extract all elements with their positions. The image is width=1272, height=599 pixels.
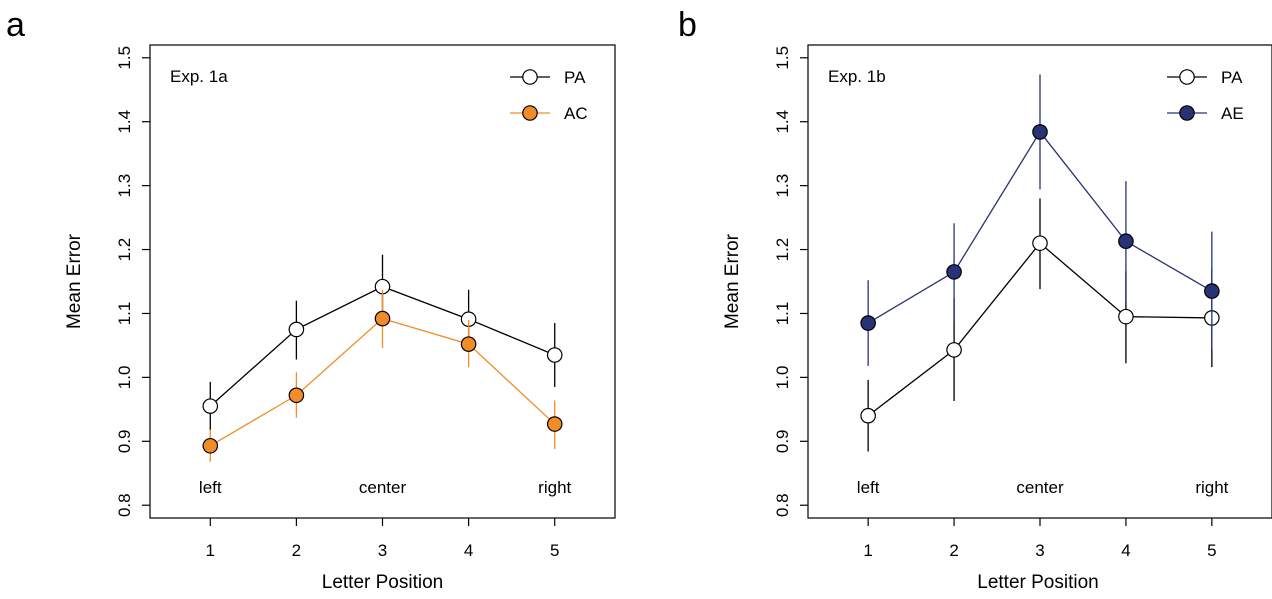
y-tick-label: 1.4 bbox=[115, 110, 134, 134]
data-point bbox=[1118, 233, 1134, 250]
data-point bbox=[374, 310, 391, 327]
position-label: right bbox=[538, 478, 571, 497]
legend-marker bbox=[1179, 105, 1195, 121]
data-point bbox=[546, 416, 563, 432]
data-point bbox=[1032, 124, 1048, 140]
legend-label: PA bbox=[1221, 68, 1243, 87]
x-tick-label: 2 bbox=[292, 541, 301, 560]
y-tick-label: 0.9 bbox=[773, 429, 792, 453]
data-point bbox=[288, 387, 305, 404]
position-label: center bbox=[359, 478, 407, 497]
data-point bbox=[946, 264, 962, 280]
chart-panel-a: a 0.8 0.9 1.0 1.1 1.2 1.3 1.4 1.5 1 2 3 4 5 Letter Pos… bbox=[6, 6, 616, 593]
data-point bbox=[202, 398, 219, 414]
y-tick-label: 1.2 bbox=[115, 238, 134, 262]
data-point bbox=[202, 437, 219, 454]
position-label: left bbox=[857, 478, 880, 497]
position-label: right bbox=[1195, 478, 1228, 497]
legend-label: PA bbox=[564, 68, 586, 87]
legend-marker bbox=[522, 69, 538, 85]
x-tick-label: 1 bbox=[206, 541, 215, 560]
y-tick-label: 1.1 bbox=[115, 302, 134, 326]
panel-title: Exp. 1a bbox=[170, 67, 228, 86]
y-tick-label: 1.3 bbox=[115, 174, 134, 198]
data-point bbox=[1204, 283, 1220, 299]
y-tick-label: 1.2 bbox=[773, 238, 792, 262]
x-tick-label: 4 bbox=[464, 541, 473, 560]
x-tick-label: 3 bbox=[378, 541, 387, 560]
y-tick-label: 1.5 bbox=[115, 46, 134, 70]
y-tick-label: 0.8 bbox=[115, 493, 134, 517]
series-AE bbox=[860, 74, 1220, 366]
y-tick-label: 1.4 bbox=[773, 110, 792, 134]
legend-marker bbox=[1179, 69, 1195, 85]
panel-letter: b bbox=[678, 6, 697, 44]
x-tick-label: 2 bbox=[949, 541, 958, 560]
data-point bbox=[860, 407, 876, 424]
x-tick-label: 1 bbox=[863, 541, 872, 560]
x-tick-label: 5 bbox=[550, 541, 559, 560]
data-point bbox=[1118, 308, 1134, 325]
legend-marker bbox=[522, 105, 538, 121]
y-axis-label: Mean Error bbox=[64, 233, 85, 329]
data-point bbox=[288, 321, 305, 338]
position-label: left bbox=[199, 478, 222, 497]
y-axis-label: Mean Error bbox=[722, 233, 743, 329]
y-tick-label: 0.9 bbox=[115, 429, 134, 453]
y-tick-label: 1.0 bbox=[115, 366, 134, 390]
y-tick-label: 1.5 bbox=[773, 46, 792, 70]
y-tick-label: 1.3 bbox=[773, 174, 792, 198]
series-AC bbox=[202, 289, 563, 462]
x-axis-label: Letter Position bbox=[322, 572, 443, 593]
x-tick-label: 5 bbox=[1207, 541, 1216, 560]
position-label: center bbox=[1016, 478, 1064, 497]
y-tick-label: 1.0 bbox=[773, 366, 792, 390]
legend-label: AE bbox=[1221, 104, 1244, 123]
data-point bbox=[1032, 235, 1048, 251]
data-point bbox=[460, 336, 477, 352]
series-PA bbox=[860, 198, 1220, 452]
x-axis-label: Letter Position bbox=[977, 572, 1098, 593]
data-point bbox=[546, 347, 563, 363]
panel-title: Exp. 1b bbox=[828, 67, 886, 86]
data-point bbox=[946, 342, 962, 358]
data-point bbox=[860, 315, 876, 331]
x-tick-label: 4 bbox=[1121, 541, 1130, 560]
panel-letter: a bbox=[6, 6, 25, 44]
legend-label: AC bbox=[564, 104, 588, 123]
y-tick-label: 0.8 bbox=[773, 493, 792, 517]
x-tick-label: 3 bbox=[1035, 541, 1044, 560]
chart-panel-b: b 0.8 0.9 1.0 1.1 1.2 1.3 1.4 1.5 1 2 3 4 5 Letter Pos… bbox=[678, 6, 1272, 593]
y-tick-label: 1.1 bbox=[773, 302, 792, 326]
